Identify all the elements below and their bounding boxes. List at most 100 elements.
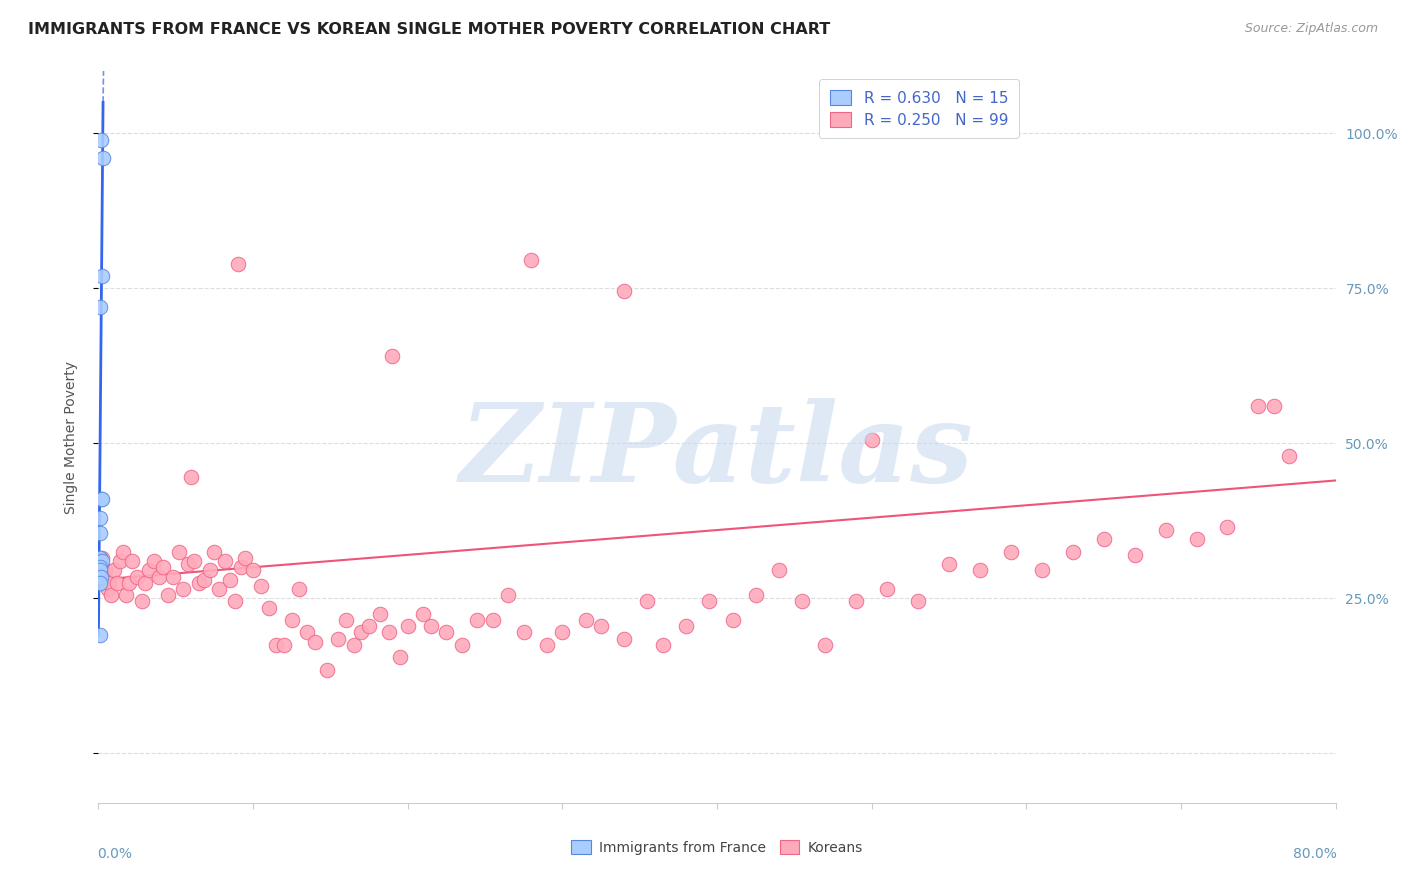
- Point: [745, 588, 768, 602]
- Point: [235, 551, 257, 566]
- Point: [257, 600, 280, 615]
- Point: [90, 551, 112, 566]
- Point: [93, 563, 115, 577]
- Point: [845, 594, 868, 608]
- Point: [1185, 533, 1208, 547]
- Point: [613, 632, 636, 646]
- Point: [876, 582, 898, 596]
- Point: [969, 563, 991, 577]
- Point: [1123, 548, 1146, 562]
- Point: [242, 563, 264, 577]
- Point: [396, 619, 419, 633]
- Point: [229, 560, 252, 574]
- Point: [1031, 563, 1053, 577]
- Point: [450, 638, 472, 652]
- Point: [721, 613, 744, 627]
- Point: [907, 594, 929, 608]
- Point: [177, 557, 200, 571]
- Point: [575, 613, 598, 627]
- Point: [134, 575, 156, 590]
- Point: [481, 613, 505, 627]
- Point: [152, 560, 174, 574]
- Text: IMMIGRANTS FROM FRANCE VS KOREAN SINGLE MOTHER POVERTY CORRELATION CHART: IMMIGRANTS FROM FRANCE VS KOREAN SINGLE …: [28, 22, 831, 37]
- Point: [350, 625, 373, 640]
- Point: [297, 625, 319, 640]
- Point: [204, 545, 226, 559]
- Point: [198, 563, 221, 577]
- Point: [90, 132, 112, 146]
- Point: [326, 632, 350, 646]
- Point: [1062, 545, 1084, 559]
- Point: [91, 151, 114, 165]
- Point: [89, 560, 111, 574]
- Point: [304, 634, 326, 648]
- Point: [193, 573, 215, 587]
- Point: [652, 638, 675, 652]
- Point: [89, 575, 111, 590]
- Point: [89, 510, 111, 524]
- Point: [436, 625, 458, 640]
- Point: [127, 569, 149, 583]
- Point: [520, 253, 543, 268]
- Legend: Immigrants from France, Koreans: Immigrants from France, Koreans: [564, 833, 870, 862]
- Point: [91, 491, 114, 506]
- Point: [513, 625, 536, 640]
- Point: [368, 607, 391, 621]
- Point: [90, 554, 112, 568]
- Point: [100, 588, 122, 602]
- Point: [790, 594, 813, 608]
- Point: [378, 625, 401, 640]
- Point: [1263, 399, 1285, 413]
- Point: [226, 256, 249, 270]
- Point: [167, 545, 190, 559]
- Point: [1154, 523, 1177, 537]
- Point: [357, 619, 380, 633]
- Point: [143, 554, 166, 568]
- Point: [1247, 399, 1270, 413]
- Point: [96, 573, 118, 587]
- Point: [90, 268, 112, 283]
- Text: 80.0%: 80.0%: [1294, 847, 1337, 861]
- Point: [613, 285, 636, 299]
- Point: [636, 594, 658, 608]
- Point: [1278, 449, 1301, 463]
- Point: [157, 588, 180, 602]
- Point: [860, 433, 883, 447]
- Point: [162, 569, 184, 583]
- Point: [814, 638, 837, 652]
- Point: [591, 619, 613, 633]
- Point: [173, 582, 195, 596]
- Point: [266, 638, 288, 652]
- Point: [105, 575, 128, 590]
- Point: [115, 588, 138, 602]
- Point: [388, 650, 412, 665]
- Point: [108, 554, 131, 568]
- Point: [250, 579, 273, 593]
- Point: [90, 491, 112, 506]
- Point: [98, 575, 121, 590]
- Point: [89, 563, 111, 577]
- Point: [188, 575, 211, 590]
- Point: [316, 663, 339, 677]
- Text: ZIPatlas: ZIPatlas: [460, 398, 974, 506]
- Point: [131, 594, 153, 608]
- Point: [1092, 533, 1115, 547]
- Text: 0.0%: 0.0%: [97, 847, 132, 861]
- Point: [419, 619, 441, 633]
- Y-axis label: Single Mother Poverty: Single Mother Poverty: [63, 360, 77, 514]
- Text: Source: ZipAtlas.com: Source: ZipAtlas.com: [1244, 22, 1378, 36]
- Point: [183, 554, 205, 568]
- Point: [103, 563, 125, 577]
- Point: [138, 563, 160, 577]
- Point: [89, 526, 111, 541]
- Point: [536, 638, 558, 652]
- Point: [208, 582, 231, 596]
- Point: [381, 350, 404, 364]
- Point: [89, 300, 111, 314]
- Point: [89, 628, 111, 642]
- Point: [219, 573, 242, 587]
- Point: [112, 545, 135, 559]
- Point: [180, 470, 202, 484]
- Point: [214, 554, 236, 568]
- Point: [273, 638, 295, 652]
